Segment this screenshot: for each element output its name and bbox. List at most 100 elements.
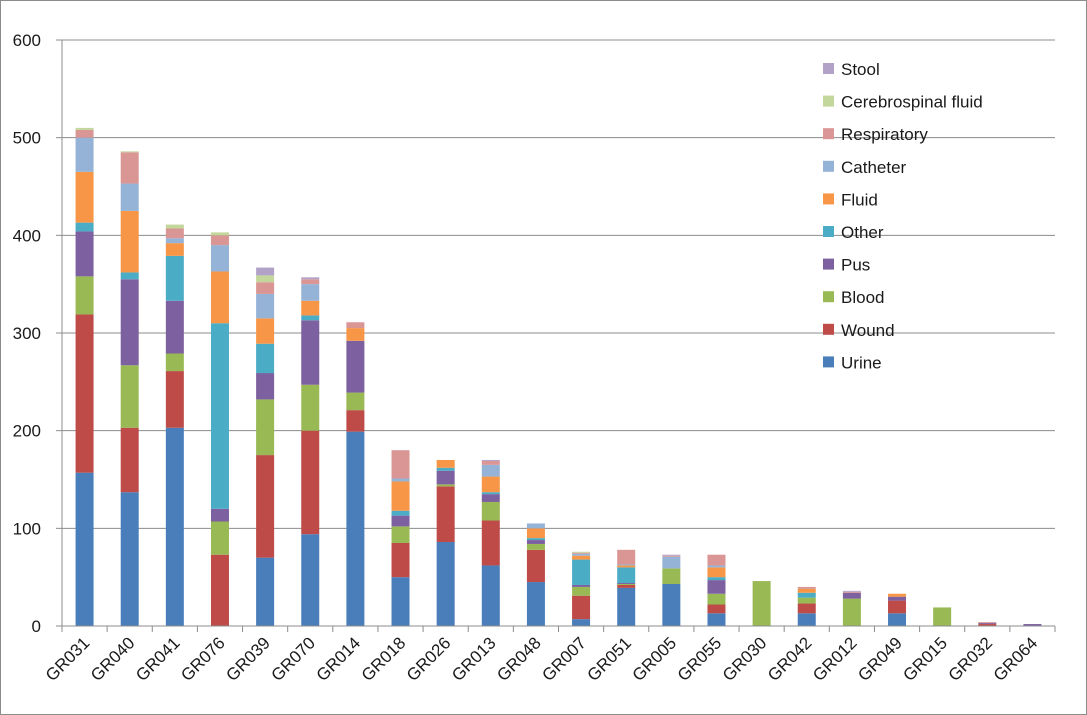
legend-swatch [823,63,834,74]
bar-segment-pus [978,623,997,625]
bar-segment-respiratory [210,235,229,246]
bar-stack-gr012 [842,590,861,626]
legend-label: Respiratory [841,125,928,144]
bar-segment-blood [75,276,94,315]
bar-segment-pus [210,508,229,522]
x-tick-label: GR032 [945,633,997,685]
bar-segment-other [617,567,636,584]
legend-swatch [823,258,834,270]
bar-stack-gr041 [165,224,184,626]
bar-segment-respiratory [301,279,320,285]
bar-segment-fluid [210,271,229,324]
bar-segment-fluid [797,588,816,593]
bar-segment-catheter [75,137,94,172]
legend-label: Other [841,223,884,242]
bar-segment-other [120,272,139,280]
bar-segment-other [526,538,545,541]
legend-swatch [823,226,834,237]
bar-segment-other [707,577,726,581]
legend-label: Blood [841,288,884,307]
bar-stack-gr005 [662,554,681,626]
legend-item-cerebrospinal-fluid: Cerebrospinal fluid [823,93,983,112]
bar-stack-gr013 [481,459,500,626]
legend-item-other: Other [823,223,884,242]
bar-segment-other [481,492,500,495]
bar-segment-urine [256,557,275,626]
bar-segment-catheter [301,284,320,301]
bar-segment-fluid [888,593,907,597]
bar-segment-blood [301,384,320,431]
bar-segment-wound [526,549,545,583]
bar-segment-blood [842,598,861,626]
bar-stack-gr048 [526,523,545,626]
bar-segment-respiratory [662,555,681,557]
bar-stack-gr032 [978,622,997,626]
bar-segment-wound [797,603,816,614]
x-tick-label: GR051 [584,633,636,685]
bar-segment-catheter [481,464,500,477]
bar-segment-blood [572,586,591,596]
y-tick-label: 200 [13,422,41,441]
bar-segment-wound [707,604,726,614]
y-tick-label: 300 [13,324,41,343]
bar-segment-fluid [436,459,455,468]
bar-segment-respiratory [617,549,636,565]
bar-segment-pus [1023,624,1042,626]
bar-stack-gr064 [1023,624,1042,626]
bar-segment-urine [120,492,139,626]
x-tick-label: GR005 [629,633,681,685]
bar-segment-fluid [707,567,726,578]
bar-stack-gr031 [75,127,94,626]
x-tick-label: GR048 [493,633,545,685]
bar-segment-catheter [572,553,591,556]
bar-segment-wound [256,455,275,558]
bar-segment-fluid [120,210,139,273]
x-tick-labels: GR031GR040GR041GR076GR039GR070GR014GR018… [42,633,1041,685]
bar-segment-wound [436,486,455,543]
bar-segment-wound [301,430,320,535]
bar-stack-gr076 [210,232,229,626]
bar-stack-gr051 [617,549,636,626]
bar-segment-stool [662,554,681,556]
bar-segment-urine [436,542,455,626]
x-tick-label: GR039 [222,633,274,685]
bar-segment-wound [888,600,907,614]
legend-swatch [823,356,834,368]
y-tick-label: 500 [13,129,41,148]
bar-segment-urine [165,427,184,626]
bar-segment-catheter [707,565,726,568]
bar-stack-gr070 [301,277,320,626]
bar-segment-blood [662,568,681,585]
bar-segment-blood [933,607,952,626]
legend-label: Catheter [841,158,907,177]
bar-segment-fluid [526,528,545,539]
bar-segment-fluid [256,318,275,344]
y-tick-labels: 0 100 200 300 400 500 600 [13,31,41,636]
bar-segment-stool [256,267,275,276]
bar-segment-blood [797,597,816,604]
bar-stack-gr015 [933,607,952,626]
bar-segment-blood [120,365,139,428]
bar-segment-wound [75,314,94,473]
bar-segment-urine [797,613,816,626]
bar-stack-gr039 [256,267,275,626]
bar-segment-stool [481,459,500,461]
x-tick-label: GR041 [132,633,184,685]
bar-stack-gr055 [707,554,726,626]
bar-segment-cerebrospinal-fluid [256,275,275,283]
bar-stack-gr014 [346,322,365,626]
legend-item-catheter: Catheter [823,158,907,177]
x-tick-label: GR031 [42,633,94,685]
bar-segment-fluid [572,555,591,560]
bar-segment-wound [572,595,591,620]
bar-segment-pus [842,592,861,599]
legend-label: Cerebrospinal fluid [841,93,983,112]
x-tick-label: GR007 [538,633,590,685]
bar-segment-pus [346,340,365,393]
bar-segment-blood [436,484,455,487]
bar-segment-fluid [75,171,94,223]
bar-segment-blood [210,521,229,555]
bar-segment-fluid [391,481,410,511]
bar-segment-other [436,467,455,471]
bar-segment-catheter [391,478,410,482]
